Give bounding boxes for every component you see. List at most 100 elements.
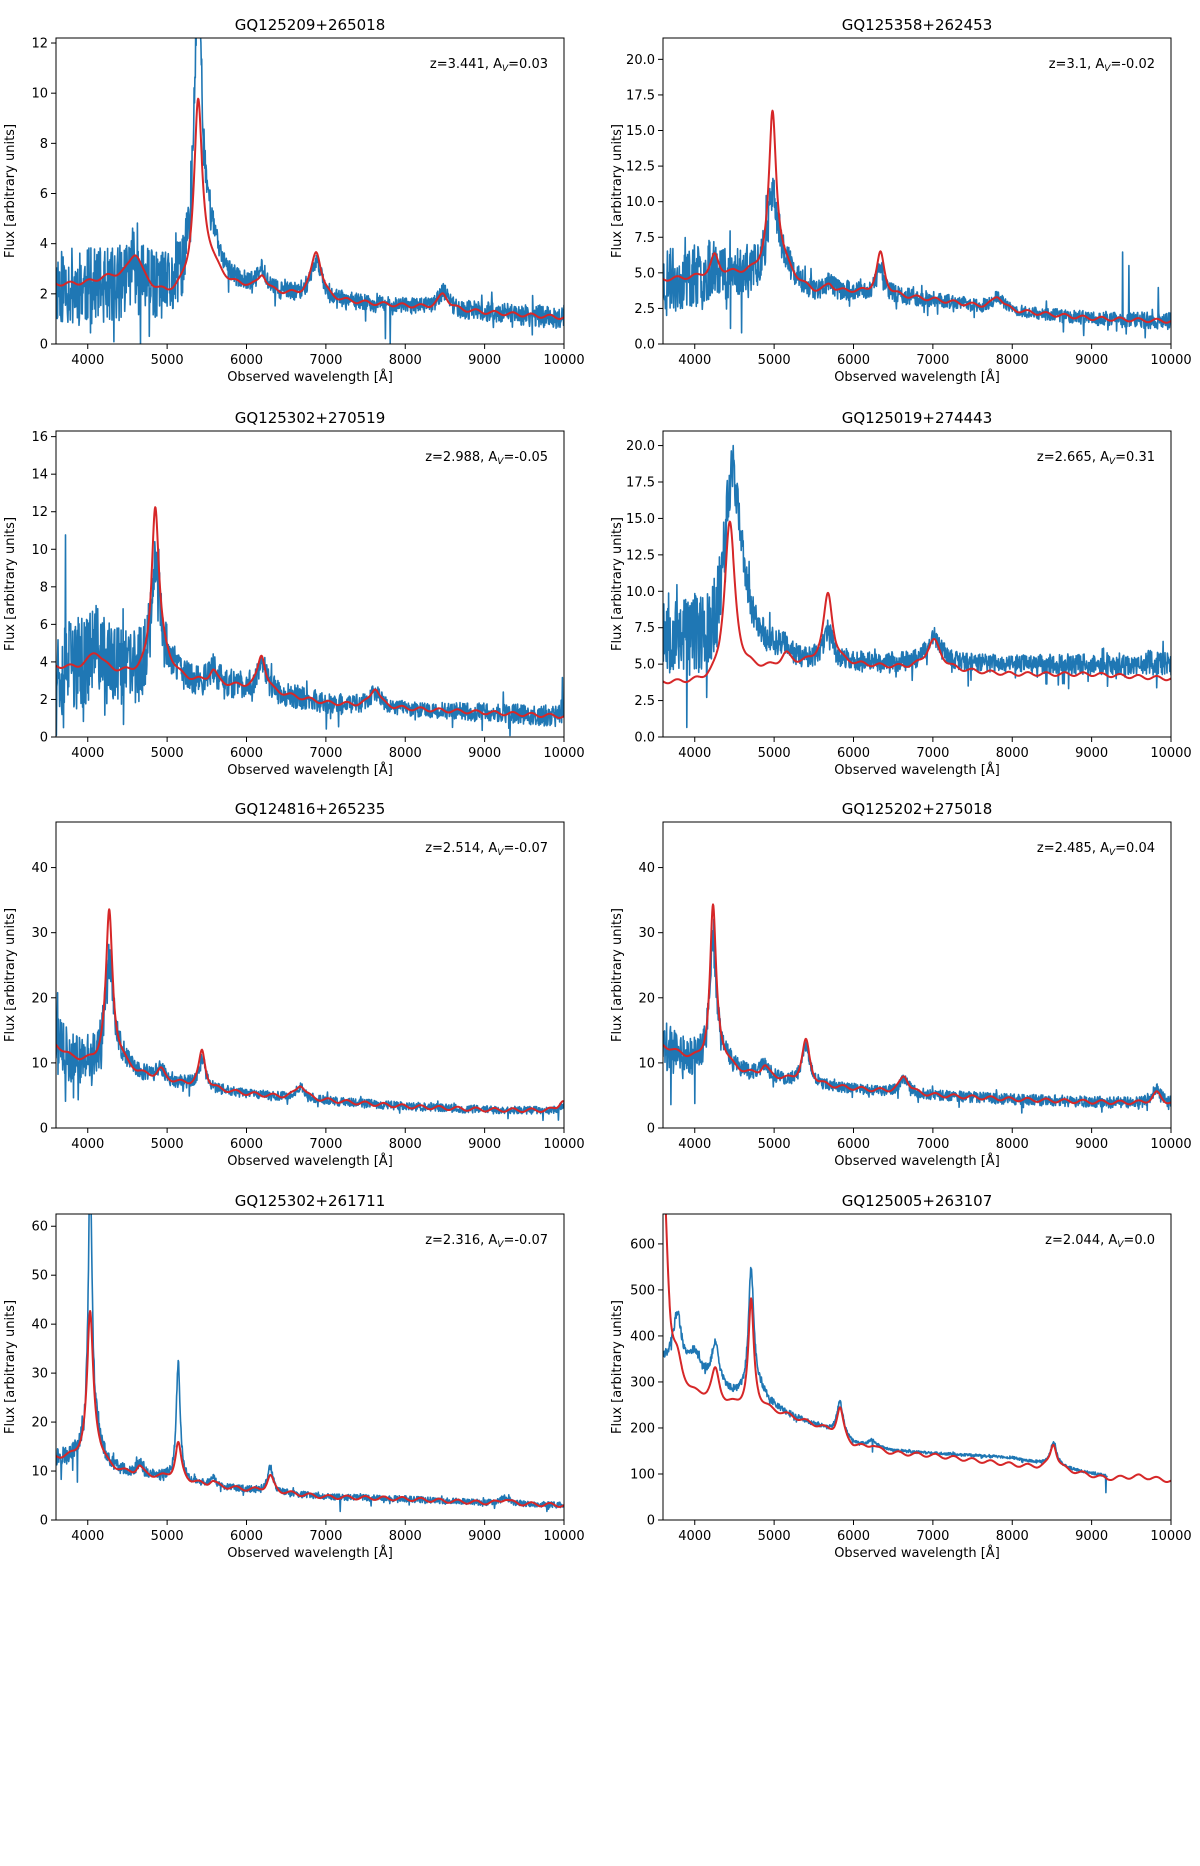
x-tick-label: 9000: [468, 1137, 501, 1152]
panel-8: 4000 5000 6000 7000 8000 9000 10000 0 100 200 300 4…: [610, 1192, 1192, 1561]
x-tick-label: 8000: [996, 1137, 1029, 1152]
y-tick-label: 40: [31, 861, 48, 876]
y-tick-label: 100: [630, 1467, 655, 1482]
y-tick-label: 0.0: [634, 731, 655, 746]
panel-title: GQ124816+265235: [235, 800, 386, 818]
x-tick-label: 9000: [468, 353, 501, 368]
y-tick-label: 0: [40, 1122, 48, 1137]
x-tick-label: 4000: [678, 1529, 711, 1544]
panel-title: GQ125302+261711: [235, 1192, 386, 1210]
y-tick-label: 2: [40, 287, 48, 302]
y-axis-label: Flux [arbitrary units]: [610, 124, 625, 258]
x-tick-label: 5000: [758, 746, 791, 761]
y-tick-label: 5.0: [634, 266, 655, 281]
model-fit-line: [663, 109, 1171, 324]
model-fit-line: [663, 520, 1171, 685]
x-tick-label: 4000: [71, 353, 104, 368]
y-tick-label: 20: [31, 1416, 48, 1431]
y-tick-label: 6: [40, 618, 48, 633]
x-tick-label: 8000: [389, 353, 422, 368]
x-axis-label: Observed wavelength [Å]: [227, 1153, 393, 1169]
x-tick-label: 10000: [543, 1137, 584, 1152]
y-axis-label: Flux [arbitrary units]: [3, 908, 18, 1042]
redshift-extinction-annotation: z=2.514, AV=-0.07: [425, 841, 548, 858]
x-tick-label: 10000: [543, 746, 584, 761]
y-tick-label: 17.5: [626, 88, 655, 103]
y-tick-label: 0: [647, 1122, 655, 1137]
x-tick-label: 4000: [71, 1137, 104, 1152]
x-tick-label: 7000: [309, 746, 342, 761]
y-tick-label: 10: [31, 543, 48, 558]
x-tick-label: 7000: [309, 353, 342, 368]
panel-6: 4000 5000 6000 7000 8000 9000 10000 0 10 20 30 40 GQ…: [610, 800, 1192, 1169]
x-tick-label: 4000: [678, 1137, 711, 1152]
x-axis-label: Observed wavelength [Å]: [834, 1545, 1000, 1561]
x-tick-label: 8000: [996, 1529, 1029, 1544]
redshift-extinction-annotation: z=2.988, AV=-0.05: [425, 450, 548, 467]
observed-spectrum-line: [663, 177, 1171, 339]
observed-spectrum-line: [56, 38, 564, 344]
x-tick-label: 5000: [758, 1137, 791, 1152]
panel-3: 4000 5000 6000 7000 8000 9000 10000 0 2 4 6 8 10 12 14…: [3, 409, 585, 778]
y-tick-label: 5.0: [634, 658, 655, 673]
redshift-extinction-annotation: z=2.316, AV=-0.07: [425, 1233, 548, 1250]
y-tick-label: 12.5: [626, 160, 655, 175]
x-tick-label: 7000: [309, 1137, 342, 1152]
y-tick-label: 8: [40, 137, 48, 152]
y-tick-label: 4: [40, 237, 48, 252]
panel-title: GQ125005+263107: [842, 1192, 993, 1210]
panel-title: GQ125202+275018: [842, 800, 993, 818]
y-tick-label: 0: [40, 338, 48, 353]
x-tick-label: 9000: [1075, 1137, 1108, 1152]
axes-frame: [55, 37, 565, 345]
observed-spectrum-line: [663, 918, 1171, 1114]
y-tick-label: 10: [31, 87, 48, 102]
x-tick-label: 10000: [1150, 353, 1191, 368]
observed-spectrum-line: [663, 444, 1171, 729]
redshift-extinction-annotation: z=3.1, AV=-0.02: [1049, 57, 1155, 74]
y-tick-label: 50: [31, 1269, 48, 1284]
y-axis-label: Flux [arbitrary units]: [3, 1300, 18, 1434]
axes-frame: [662, 37, 1172, 345]
y-tick-label: 500: [630, 1283, 655, 1298]
x-tick-label: 6000: [230, 746, 263, 761]
y-tick-label: 12: [31, 505, 48, 520]
y-tick-label: 15.0: [626, 124, 655, 139]
y-tick-label: 600: [630, 1237, 655, 1252]
observed-spectrum-line: [663, 1266, 1108, 1494]
x-tick-label: 8000: [389, 1529, 422, 1544]
x-tick-label: 9000: [468, 746, 501, 761]
y-axis-label: Flux [arbitrary units]: [610, 1300, 625, 1434]
panel-title: GQ125302+270519: [235, 409, 386, 427]
y-tick-label: 10: [31, 1056, 48, 1071]
panel-title: GQ125358+262453: [842, 16, 993, 34]
redshift-extinction-annotation: z=2.044, AV=0.0: [1045, 1233, 1155, 1250]
x-tick-label: 7000: [916, 353, 949, 368]
y-tick-label: 10.0: [626, 195, 655, 210]
y-tick-label: 7.5: [634, 621, 655, 636]
y-tick-label: 20: [638, 991, 655, 1006]
x-tick-label: 6000: [837, 746, 870, 761]
y-axis-label: Flux [arbitrary units]: [3, 124, 18, 258]
y-tick-label: 10.0: [626, 585, 655, 600]
x-tick-label: 8000: [389, 1137, 422, 1152]
y-tick-label: 60: [31, 1220, 48, 1235]
y-tick-label: 12.5: [626, 548, 655, 563]
y-tick-label: 30: [638, 926, 655, 941]
redshift-extinction-annotation: z=3.441, AV=0.03: [430, 57, 548, 74]
y-tick-label: 0: [40, 1514, 48, 1529]
y-tick-label: 15.0: [626, 512, 655, 527]
x-tick-label: 5000: [151, 1137, 184, 1152]
x-tick-label: 5000: [151, 1529, 184, 1544]
axes-frame: [55, 821, 565, 1129]
x-tick-label: 10000: [543, 1529, 584, 1544]
panel-2: 4000 5000 6000 7000 8000 9000 10000 0.0 2.5 5.0 7.…: [610, 16, 1192, 385]
y-tick-label: 7.5: [634, 231, 655, 246]
y-tick-label: 20.0: [626, 53, 655, 68]
model-fit-line: [56, 97, 564, 320]
y-tick-label: 10: [31, 1465, 48, 1480]
x-tick-label: 7000: [916, 1529, 949, 1544]
y-tick-label: 0: [647, 1514, 655, 1529]
x-tick-label: 7000: [916, 746, 949, 761]
